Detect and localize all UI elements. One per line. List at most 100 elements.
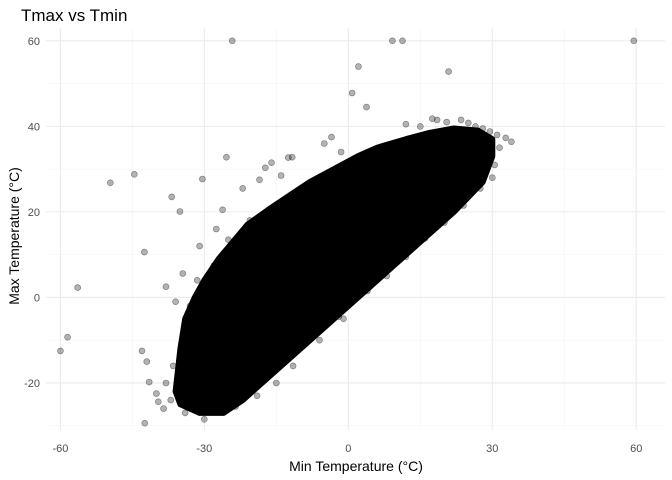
- data-point: [457, 116, 465, 124]
- data-point: [440, 219, 448, 226]
- data-point: [335, 313, 343, 321]
- data-point: [493, 131, 501, 139]
- data-point: [201, 415, 208, 423]
- x-axis-title: Min Temperature (°C): [289, 458, 423, 474]
- data-point: [253, 392, 261, 400]
- data-point: [272, 379, 280, 387]
- data-point: [219, 206, 226, 214]
- data-point: [181, 409, 189, 417]
- data-point: [364, 287, 371, 295]
- y-tick-label: 0: [34, 292, 40, 304]
- data-point: [141, 248, 148, 256]
- data-point: [64, 333, 71, 341]
- data-point: [196, 242, 203, 250]
- data-point: [443, 118, 451, 126]
- data-point: [162, 379, 170, 387]
- data-point: [502, 134, 510, 142]
- x-tick-label: 30: [486, 443, 498, 455]
- data-point: [210, 262, 218, 269]
- data-point: [168, 193, 175, 201]
- data-point: [179, 270, 187, 277]
- data-point: [74, 284, 81, 291]
- data-point: [476, 185, 484, 192]
- y-tick-label: 20: [28, 207, 40, 219]
- data-point: [460, 202, 467, 209]
- y-tick-label: -20: [24, 378, 40, 390]
- data-point: [215, 407, 222, 415]
- data-point: [239, 185, 246, 192]
- data-point: [160, 405, 167, 412]
- data-point: [464, 119, 472, 127]
- y-tick-label: 60: [28, 36, 40, 48]
- data-point: [153, 390, 160, 397]
- data-point: [107, 179, 114, 187]
- data-point: [433, 116, 441, 124]
- data-point: [496, 144, 503, 151]
- scatter-points: [57, 37, 638, 427]
- data-point: [169, 362, 177, 370]
- data-point: [277, 172, 285, 179]
- data-point: [486, 128, 494, 135]
- x-tick-label: 0: [345, 443, 351, 455]
- data-point: [428, 115, 436, 122]
- x-axis-ticks: -60 -30 0 30 60: [52, 443, 642, 455]
- data-point: [145, 378, 153, 386]
- data-point: [225, 236, 232, 243]
- data-point: [228, 37, 236, 45]
- data-point: [421, 235, 429, 242]
- data-point: [131, 171, 138, 178]
- data-point: [199, 175, 206, 183]
- data-point: [288, 153, 296, 161]
- data-point: [176, 208, 184, 215]
- data-point: [213, 225, 220, 233]
- data-point: [472, 123, 479, 130]
- data-point: [348, 89, 356, 97]
- dense-point-cloud: [172, 125, 496, 416]
- data-point: [256, 176, 263, 184]
- data-point: [167, 396, 175, 404]
- data-point: [479, 125, 487, 132]
- data-point: [284, 154, 292, 161]
- data-point: [363, 103, 370, 111]
- data-point: [402, 120, 410, 128]
- data-point: [383, 272, 391, 280]
- data-point: [630, 37, 638, 45]
- y-axis-title: Max Temperature (°C): [6, 167, 22, 305]
- data-point: [491, 161, 499, 169]
- data-point: [155, 398, 162, 406]
- dense-band-fill: [172, 125, 496, 416]
- data-point: [138, 347, 146, 355]
- data-point: [416, 123, 424, 130]
- data-point: [237, 251, 245, 258]
- x-tick-label: 60: [630, 443, 642, 455]
- data-point: [246, 217, 254, 224]
- data-point: [355, 63, 362, 70]
- x-tick-label: -60: [52, 443, 68, 455]
- data-point: [402, 253, 410, 261]
- data-point: [141, 419, 149, 427]
- data-point: [244, 230, 251, 237]
- data-point: [488, 174, 496, 181]
- data-point: [232, 403, 239, 410]
- data-point: [162, 283, 170, 291]
- data-point: [172, 298, 179, 306]
- data-point: [389, 37, 396, 45]
- data-point: [57, 347, 64, 355]
- data-point: [316, 336, 323, 344]
- data-point: [337, 148, 345, 156]
- y-axis-ticks: -20 0 20 40 60: [24, 36, 40, 390]
- data-point: [508, 138, 515, 146]
- data-point: [445, 68, 452, 75]
- data-point: [328, 133, 335, 141]
- data-point: [193, 276, 201, 284]
- chart-title: Tmax vs Tmin: [21, 6, 127, 25]
- data-point: [186, 302, 194, 310]
- data-point: [320, 140, 328, 147]
- data-point: [217, 283, 225, 291]
- data-point: [223, 153, 230, 161]
- x-tick-label: -30: [196, 443, 212, 455]
- data-point: [340, 315, 347, 323]
- y-tick-label: 40: [28, 121, 40, 133]
